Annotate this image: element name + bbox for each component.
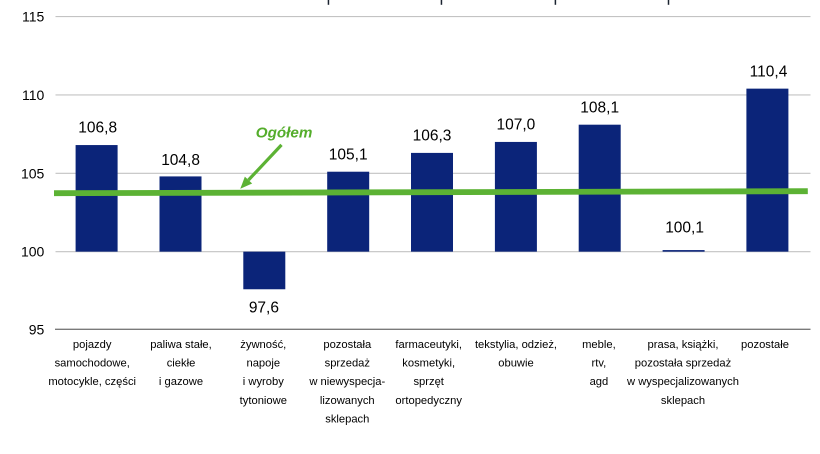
svg-text:paliwa stałe,: paliwa stałe, [150,339,212,351]
svg-text:104,8: 104,8 [161,152,200,169]
svg-text:105: 105 [21,165,45,181]
svg-text:prasa, książki,: prasa, książki, [648,339,719,351]
svg-text:meble,: meble, [582,339,616,351]
svg-text:w niewyspecja-: w niewyspecja- [308,376,385,388]
svg-text:napoje: napoje [246,358,280,370]
svg-text:motocykle, części: motocykle, części [48,376,136,388]
svg-text:105,1: 105,1 [329,146,368,163]
svg-text:pozostała: pozostała [323,339,372,351]
svg-text:115: 115 [22,9,45,25]
svg-text:sklepach: sklepach [325,414,369,426]
svg-text:w wyspecjalizowanych: w wyspecjalizowanych [626,376,739,388]
svg-text:106,8: 106,8 [78,120,117,137]
svg-text:kosmetyki,: kosmetyki, [402,358,455,370]
svg-text:sprzęt: sprzęt [413,376,444,388]
svg-text:żywność,: żywność, [240,339,286,351]
svg-text:i gazowe: i gazowe [159,376,203,388]
svg-text:ciekłe: ciekłe [167,358,196,370]
svg-text:i wyroby: i wyroby [243,376,284,388]
svg-text:100: 100 [21,244,45,260]
svg-text:pojazdy: pojazdy [73,339,112,351]
svg-text:Ogółem: Ogółem [256,124,313,141]
svg-text:farmaceutyki,: farmaceutyki, [395,339,462,351]
svg-text:ortopedyczny: ortopedyczny [395,395,462,407]
svg-text:sklepach: sklepach [661,395,705,407]
svg-text:110: 110 [22,87,45,103]
svg-text:lizowanych: lizowanych [320,395,375,407]
svg-text:110,4: 110,4 [750,63,788,80]
svg-text:95: 95 [29,321,45,337]
svg-text:108,1: 108,1 [580,99,619,116]
svg-text:rtv,: rtv, [592,358,607,370]
svg-text:tekstylia, odzież,: tekstylia, odzież, [475,339,557,351]
svg-text:pozostała sprzedaż: pozostała sprzedaż [635,358,732,370]
svg-text:pozostałe: pozostałe [741,339,789,351]
svg-text:samochodowe,: samochodowe, [55,358,130,370]
svg-text:tytoniowe: tytoniowe [240,395,287,407]
svg-text:obuwie: obuwie [498,358,533,370]
svg-text:100,1: 100,1 [665,220,704,237]
svg-text:97,6: 97,6 [249,299,279,316]
svg-text:107,0: 107,0 [497,117,536,134]
svg-text:sprzedaż: sprzedaż [325,358,371,370]
svg-text:agd: agd [590,376,609,388]
svg-text:106,3: 106,3 [413,128,452,145]
